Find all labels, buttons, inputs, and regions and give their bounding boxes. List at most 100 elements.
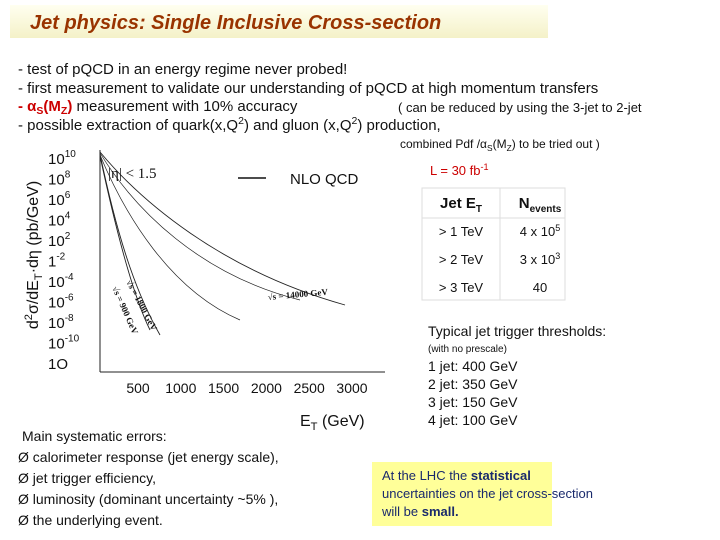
y-tick-label: 102 bbox=[48, 231, 71, 250]
text: 10 bbox=[48, 336, 65, 353]
y-tick-label: 10-4 bbox=[48, 272, 74, 291]
text: 10 bbox=[48, 274, 65, 291]
note: combined Pdf /αS(MZ) to be tried out ) bbox=[400, 137, 600, 153]
table: Jet ET Nevents > 1 TeV 4 x 105 > 2 TeV 3 x 10… bbox=[421, 187, 566, 301]
y-tick-label: 10-10 bbox=[48, 334, 80, 353]
text: - first measurement to validate our unde… bbox=[18, 80, 598, 97]
text: 4 bbox=[65, 211, 71, 222]
triggers: 1 jet: 400 GeV 2 jet: 350 GeV 3 jet: 150 G… bbox=[428, 358, 518, 428]
text: At the LHC the bbox=[382, 468, 471, 483]
y-tick-label: 1O bbox=[48, 356, 68, 373]
curve bbox=[99, 153, 161, 336]
x-tick-label: 2000 bbox=[251, 380, 282, 396]
text: S bbox=[36, 105, 43, 117]
text: 2 bbox=[23, 314, 35, 320]
text: S bbox=[487, 143, 493, 153]
x-tick-label: 1000 bbox=[165, 380, 196, 396]
text: 2 bbox=[238, 115, 244, 127]
curve bbox=[99, 152, 301, 301]
curve bbox=[99, 151, 346, 306]
text: 3 bbox=[555, 251, 560, 261]
y-tick-label: 1-2 bbox=[48, 252, 66, 271]
note: ( can be reduced by using the 3-jet to 2… bbox=[398, 100, 642, 115]
text: > 1 TeV bbox=[439, 224, 484, 239]
text: 2 bbox=[65, 231, 71, 242]
y-tick-label: 10-8 bbox=[48, 313, 74, 332]
y-tick-label: 1010 bbox=[48, 149, 76, 168]
text: 8 bbox=[65, 170, 71, 181]
systematic: Ø luminosity (dominant uncertainty ~5% )… bbox=[18, 491, 278, 507]
triggers-note: (with no prescale) bbox=[428, 344, 507, 355]
bullet: - αS(MZ) measurement with 10% accuracy bbox=[18, 98, 298, 117]
luminosity: L = 30 fb-1 bbox=[430, 162, 489, 178]
conclusion: At the LHC the statistical uncertainties… bbox=[381, 468, 593, 519]
cut-label: |η| < 1.5 bbox=[108, 166, 157, 182]
table-cell: > 1 TeV bbox=[439, 224, 484, 239]
trigger: 2 jet: 350 GeV bbox=[428, 376, 518, 392]
text: ) production, bbox=[357, 117, 440, 134]
text: 10 bbox=[65, 149, 77, 160]
text: 1 bbox=[48, 254, 56, 271]
text: d bbox=[25, 320, 42, 329]
text: (M bbox=[43, 98, 61, 115]
bullet: - possible extraction of quark(x,Q2) and… bbox=[18, 115, 441, 134]
text: 5 bbox=[555, 223, 560, 233]
text: σ/dE bbox=[25, 280, 42, 314]
text: E bbox=[300, 413, 311, 430]
trigger: 1 jet: 400 GeV bbox=[428, 358, 518, 374]
text: > 2 TeV bbox=[439, 252, 484, 267]
text: > 3 TeV bbox=[439, 280, 484, 295]
bullet: - first measurement to validate our unde… bbox=[18, 80, 598, 97]
systematic: Ø calorimeter response (jet energy scale… bbox=[18, 449, 279, 465]
text: 6 bbox=[65, 190, 71, 201]
systematics-title: Main systematic errors: bbox=[22, 428, 167, 444]
plot: |η| < 1.5 NLO QCD √s = 14000 GeV √s = 18… bbox=[23, 149, 385, 433]
text: -1 bbox=[480, 162, 488, 172]
trigger: 4 jet: 100 GeV bbox=[428, 412, 518, 428]
table-cell: 4 x 105 bbox=[520, 223, 560, 239]
text: -4 bbox=[65, 272, 74, 283]
title-box bbox=[10, 5, 548, 38]
text: -10 bbox=[65, 334, 80, 345]
y-tick-label: 10-6 bbox=[48, 293, 74, 312]
text: (M bbox=[493, 137, 507, 151]
text: events bbox=[530, 204, 562, 215]
text: 1O bbox=[48, 356, 68, 373]
text: 10 bbox=[48, 172, 65, 189]
y-tick-label: 108 bbox=[48, 170, 71, 189]
text: ) bbox=[67, 98, 72, 115]
x-tick-label: 3000 bbox=[336, 380, 367, 396]
text: 10 bbox=[48, 192, 65, 209]
curve bbox=[99, 154, 241, 321]
text: 10 bbox=[48, 233, 65, 250]
x-tick-label: 500 bbox=[126, 380, 150, 396]
text: 40 bbox=[533, 280, 547, 295]
table-cell: 40 bbox=[533, 280, 547, 295]
text: (GeV) bbox=[318, 413, 365, 430]
text: 4 x 10 bbox=[520, 224, 555, 239]
text: Jet E bbox=[440, 195, 476, 212]
text: -8 bbox=[65, 313, 74, 324]
text: T bbox=[476, 204, 482, 215]
systematics: Ø calorimeter response (jet energy scale… bbox=[18, 449, 279, 528]
text: 2 bbox=[352, 115, 358, 127]
legend-label: NLO QCD bbox=[290, 171, 359, 188]
text: - α bbox=[18, 98, 37, 115]
text: will be bbox=[381, 504, 422, 519]
text: ) and gluon (x,Q bbox=[244, 117, 352, 134]
y-axis-label: d2σ/dET·dη (pb/GeV) bbox=[23, 181, 45, 329]
text: 10 bbox=[48, 315, 65, 332]
x-tick-label: 2500 bbox=[294, 380, 325, 396]
text: L = 30 fb bbox=[430, 163, 480, 178]
text: statistical bbox=[471, 468, 531, 483]
table-cell: 3 x 103 bbox=[520, 251, 560, 267]
x-tick-label: 1500 bbox=[208, 380, 239, 396]
text: Z bbox=[507, 143, 512, 153]
triggers-title: Typical jet trigger thresholds: bbox=[428, 323, 606, 339]
title: Jet physics: Single Inclusive Cross-sect… bbox=[30, 12, 441, 34]
systematic: Ø the underlying event. bbox=[18, 512, 163, 528]
line: will be small. bbox=[381, 504, 459, 519]
text: N bbox=[519, 195, 530, 212]
